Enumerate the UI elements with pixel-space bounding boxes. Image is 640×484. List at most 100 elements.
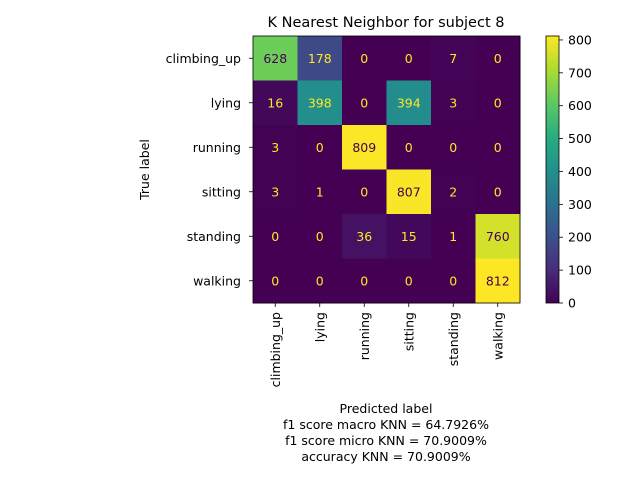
cell-value-label: 0 (316, 273, 324, 288)
y-tick-label: running (193, 140, 241, 155)
heatmap-cell-0-2 (342, 36, 387, 81)
cell-value-label: 0 (316, 140, 324, 155)
heatmap-cell-1-2 (342, 80, 387, 126)
cell-value-label: 807 (397, 184, 421, 199)
heatmap-cell-3-2 (342, 169, 387, 215)
cell-value-label: 1 (316, 184, 324, 199)
heatmap-cells (253, 36, 521, 304)
heatmap-cell-3-0 (253, 169, 298, 215)
heatmap-cell-4-4 (431, 214, 476, 259)
cell-value-label: 16 (267, 95, 283, 110)
heatmap-cell-3-1 (297, 169, 343, 215)
heatmap-cell-2-2 (342, 125, 387, 170)
x-axis-metric-f1-micro: f1 score micro KNN = 70.9009% (285, 433, 487, 448)
cell-value-label: 36 (356, 229, 372, 244)
heatmap-cell-0-4 (431, 36, 476, 81)
x-tick-label: walking (490, 312, 505, 360)
colorbar-ticks: 0 100 200 300 400 500 600 700 800 (559, 32, 592, 311)
y-tick-label: standing (187, 229, 241, 244)
cell-value-label: 760 (486, 229, 510, 244)
cell-value-label: 0 (494, 95, 502, 110)
cell-value-label: 2 (449, 184, 457, 199)
y-tick-label: walking (193, 273, 241, 288)
heatmap-cell-4-0 (253, 214, 298, 259)
heatmap-cell-0-5 (475, 36, 521, 81)
heatmap-cell-0-3 (386, 36, 432, 81)
cell-value-label: 0 (360, 51, 368, 66)
x-tick-label: sitting (401, 312, 416, 351)
heatmap-cell-3-5 (475, 169, 521, 215)
cell-value-label: 0 (360, 95, 368, 110)
heatmap-cell-1-3 (386, 80, 432, 126)
x-axis-metric-accuracy: accuracy KNN = 70.9009% (301, 449, 470, 464)
colorbar-tick-label: 400 (568, 164, 592, 179)
colorbar-tick-label: 700 (568, 65, 592, 80)
heatmap-cell-4-2 (342, 214, 387, 259)
x-tick-label: running (357, 312, 372, 360)
heatmap-cell-4-5 (475, 214, 521, 259)
heatmap-cell-4-1 (297, 214, 343, 259)
y-tick-label: climbing_up (166, 51, 241, 66)
cell-value-label: 0 (360, 184, 368, 199)
heatmap-cell-1-0 (253, 80, 298, 126)
colorbar-tick-label: 800 (568, 32, 592, 47)
cell-value-label: 0 (405, 140, 413, 155)
heatmap-cell-1-1 (297, 80, 343, 126)
cell-value-label: 0 (360, 273, 368, 288)
cell-value-label: 0 (271, 229, 279, 244)
x-tick-label: climbing_up (268, 312, 283, 387)
cell-value-label: 178 (308, 51, 332, 66)
y-tick-label: sitting (202, 184, 241, 199)
heatmap-cell-3-3 (386, 169, 432, 215)
cell-value-label: 628 (263, 51, 287, 66)
heatmap-cell-4-3 (386, 214, 432, 259)
cell-value-label: 3 (271, 184, 279, 199)
colorbar-tick-label: 0 (568, 296, 576, 311)
heatmap-cell-5-5 (475, 258, 521, 304)
cell-value-label: 0 (449, 140, 457, 155)
heatmap-cell-5-4 (431, 258, 476, 304)
heatmap-cell-5-0 (253, 258, 298, 304)
cell-value-label: 3 (449, 95, 457, 110)
x-tick-label: lying (312, 312, 327, 342)
cell-value-label: 812 (486, 273, 510, 288)
heatmap-cell-5-1 (297, 258, 343, 304)
x-axis-label: Predicted label (340, 401, 433, 416)
heatmap-cell-2-0 (253, 125, 298, 170)
cell-value-label: 0 (449, 273, 457, 288)
x-axis-metric-f1-macro: f1 score macro KNN = 64.7926% (283, 417, 489, 432)
heatmap-cell-1-5 (475, 80, 521, 126)
heatmap-cell-2-3 (386, 125, 432, 170)
cell-value-label: 1 (449, 229, 457, 244)
cell-value-label: 809 (352, 140, 376, 155)
heatmap-cell-2-1 (297, 125, 343, 170)
cell-value-label: 0 (494, 51, 502, 66)
cell-value-label: 394 (397, 95, 421, 110)
colorbar-tick-label: 100 (568, 263, 592, 278)
heatmap-cell-labels: 628 178 0 0 7 0 16 398 0 394 3 0 3 0 809 0 0 0 3 1 0 807 2 0 0 0 3… (263, 51, 509, 289)
cell-value-label: 0 (405, 51, 413, 66)
heatmap-cell-1-4 (431, 80, 476, 126)
colorbar-tick-label: 300 (568, 197, 592, 212)
cell-value-label: 7 (449, 51, 457, 66)
x-tick-label: standing (446, 312, 461, 366)
colorbar-tick-label: 600 (568, 98, 592, 113)
cell-value-label: 3 (271, 140, 279, 155)
cell-value-label: 0 (494, 184, 502, 199)
colorbar-tick-label: 200 (568, 230, 592, 245)
heatmap-cell-3-4 (431, 169, 476, 215)
cell-value-label: 0 (316, 229, 324, 244)
heatmap-cell-2-4 (431, 125, 476, 170)
y-tick-label: lying (211, 95, 241, 110)
x-axis-ticks: climbing_up lying running sitting standing wa… (268, 303, 505, 387)
heatmap-cell-5-3 (386, 258, 432, 304)
cell-value-label: 0 (494, 140, 502, 155)
cell-value-label: 0 (405, 273, 413, 288)
heatmap-cell-5-2 (342, 258, 387, 304)
colorbar (545, 35, 560, 304)
heatmap-cell-0-0 (253, 36, 298, 81)
colorbar-tick-label: 500 (568, 131, 592, 146)
